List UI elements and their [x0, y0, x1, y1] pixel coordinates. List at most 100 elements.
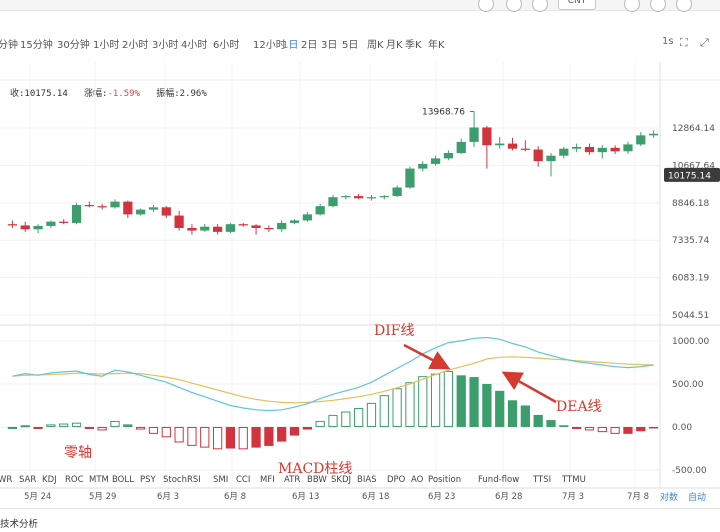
settings-icon[interactable]	[506, 0, 522, 12]
macd-bar	[533, 414, 543, 427]
macd-bar	[418, 376, 428, 427]
candle-body	[405, 168, 415, 188]
candle-body	[123, 201, 133, 215]
indicator-kdj[interactable]: KDJ	[42, 475, 57, 485]
indicator-sar[interactable]: SAR	[19, 475, 37, 485]
macd-bar	[7, 426, 18, 429]
indicator-atr[interactable]: ATR	[284, 475, 301, 485]
timeframe-9[interactable]: 1日	[282, 40, 299, 51]
macd-bar	[289, 426, 300, 436]
macd-bar	[123, 424, 133, 427]
browser-top-bar: CNY	[0, 0, 720, 12]
auto-scale-toggle[interactable]: 自动	[688, 493, 707, 503]
indicator-boll[interactable]: BOLL	[112, 475, 134, 485]
macd-bar	[174, 426, 184, 443]
date-tick-label: 6月 23	[428, 492, 456, 502]
timeframe-3[interactable]: 1小时	[93, 40, 120, 51]
indicator-mtm[interactable]: MTM	[89, 475, 109, 485]
macd-bar	[392, 388, 402, 427]
indicator-roc[interactable]: ROC	[65, 475, 84, 485]
candle-body	[7, 224, 18, 226]
indicator-wr[interactable]: WR	[0, 475, 13, 485]
macd-bar	[225, 426, 236, 449]
indicator-bbw[interactable]: BBW	[307, 475, 327, 485]
indicator-skdj[interactable]: SKDJ	[331, 475, 352, 485]
date-tick-label: 6月 13	[292, 492, 320, 502]
macd-bar	[302, 426, 312, 430]
price-tick-label: 8846.18	[672, 199, 709, 209]
macd-bar	[212, 426, 223, 450]
timeframe-11[interactable]: 3日	[321, 40, 338, 51]
macd-bar	[405, 382, 415, 427]
macd-bar	[366, 402, 377, 427]
indicator-bias[interactable]: BIAS	[357, 475, 377, 485]
current-price-text: 10175.14	[668, 171, 711, 181]
timeframe-7[interactable]: 6小时	[213, 40, 240, 51]
timeframe-8[interactable]: 12小时	[253, 40, 286, 51]
macd-bar	[469, 377, 479, 427]
macd-bar	[482, 383, 492, 427]
change-label: 涨幅:	[84, 89, 108, 99]
timeframe-4[interactable]: 2小时	[122, 40, 149, 51]
share-icon[interactable]	[532, 0, 548, 12]
timeframe-5[interactable]: 3小时	[152, 40, 179, 51]
close-icon[interactable]	[676, 0, 692, 12]
date-tick-label: 5月 29	[89, 492, 117, 502]
candle-body	[430, 158, 441, 164]
date-tick-label: 6月 18	[362, 492, 390, 502]
currency-select[interactable]: CNY	[558, 0, 596, 10]
dif-line	[12, 336, 654, 412]
macd-bar	[277, 426, 287, 442]
timeframe-16[interactable]: 年K	[428, 40, 445, 51]
candle-body	[315, 206, 325, 215]
macd-bar	[623, 426, 633, 434]
technical-analysis-tab[interactable]: 技术分析	[0, 519, 39, 530]
expand-icon[interactable]: ⛶	[680, 36, 688, 49]
timeframe-0[interactable]: 分钟	[0, 40, 18, 51]
timeframe-toolbar: 1s ⛶ ⤢ 分钟 15分钟 30分钟 1小时 2小时 3小时 4小时 6小时 12小时 1日 2日…	[0, 36, 720, 54]
indicator-stochrsi[interactable]: StochRSI	[163, 475, 201, 485]
timeframe-1[interactable]: 15分钟	[20, 40, 53, 51]
timeframe-13[interactable]: 周K	[367, 40, 384, 51]
timeframe-10[interactable]: 2日	[301, 40, 318, 51]
candle-body	[354, 196, 364, 199]
macd-bar	[315, 420, 325, 427]
layout-icon[interactable]	[624, 0, 640, 12]
macd-tick-label: 1000.00	[672, 337, 709, 347]
timeframe-14[interactable]: 月K	[386, 40, 403, 51]
interval-label[interactable]: 1s	[662, 36, 674, 47]
macd-bar	[636, 426, 646, 432]
annotation-dif: DIF线	[374, 323, 415, 339]
log-scale-toggle[interactable]: 对数	[660, 493, 679, 503]
fullscreen-icon[interactable]	[650, 0, 666, 12]
candle-body	[379, 196, 389, 198]
timeframe-12[interactable]: 5日	[342, 40, 359, 51]
fullscreen-toggle-icon[interactable]: ⤢	[700, 36, 709, 49]
indicator-ao[interactable]: AO	[411, 475, 424, 485]
indicator-position[interactable]: Position	[428, 475, 462, 485]
indicator-mfi[interactable]: MFI	[260, 475, 275, 485]
indicator-psy[interactable]: PSY	[140, 475, 156, 485]
candle-body	[148, 207, 159, 210]
indicator-cci[interactable]: CCI	[236, 475, 251, 485]
close-label: 收:	[10, 89, 25, 99]
indicator-ttmu[interactable]: TTMU	[562, 475, 586, 485]
macd-bar	[597, 426, 607, 433]
indicator-fund-flow[interactable]: Fund-flow	[478, 475, 520, 485]
indicator-dpo[interactable]: DPO	[387, 475, 406, 485]
dea-arrow	[501, 371, 557, 404]
timeframe-2[interactable]: 30分钟	[57, 40, 90, 51]
date-tick-label: 5月 24	[24, 492, 52, 502]
macd-bar	[379, 395, 389, 427]
timeframe-6[interactable]: 4小时	[181, 40, 208, 51]
indicator-ttsi[interactable]: TTSI	[533, 475, 552, 485]
timeframe-15[interactable]: 季K	[405, 40, 422, 51]
macd-tick-label: 500.00	[672, 380, 704, 390]
macd-bar	[200, 426, 210, 448]
macd-bar	[110, 420, 120, 427]
macd-bar	[238, 426, 248, 450]
indicator-smi[interactable]: SMI	[213, 475, 229, 485]
macd-bar	[59, 423, 69, 427]
eye-icon[interactable]	[478, 0, 494, 12]
